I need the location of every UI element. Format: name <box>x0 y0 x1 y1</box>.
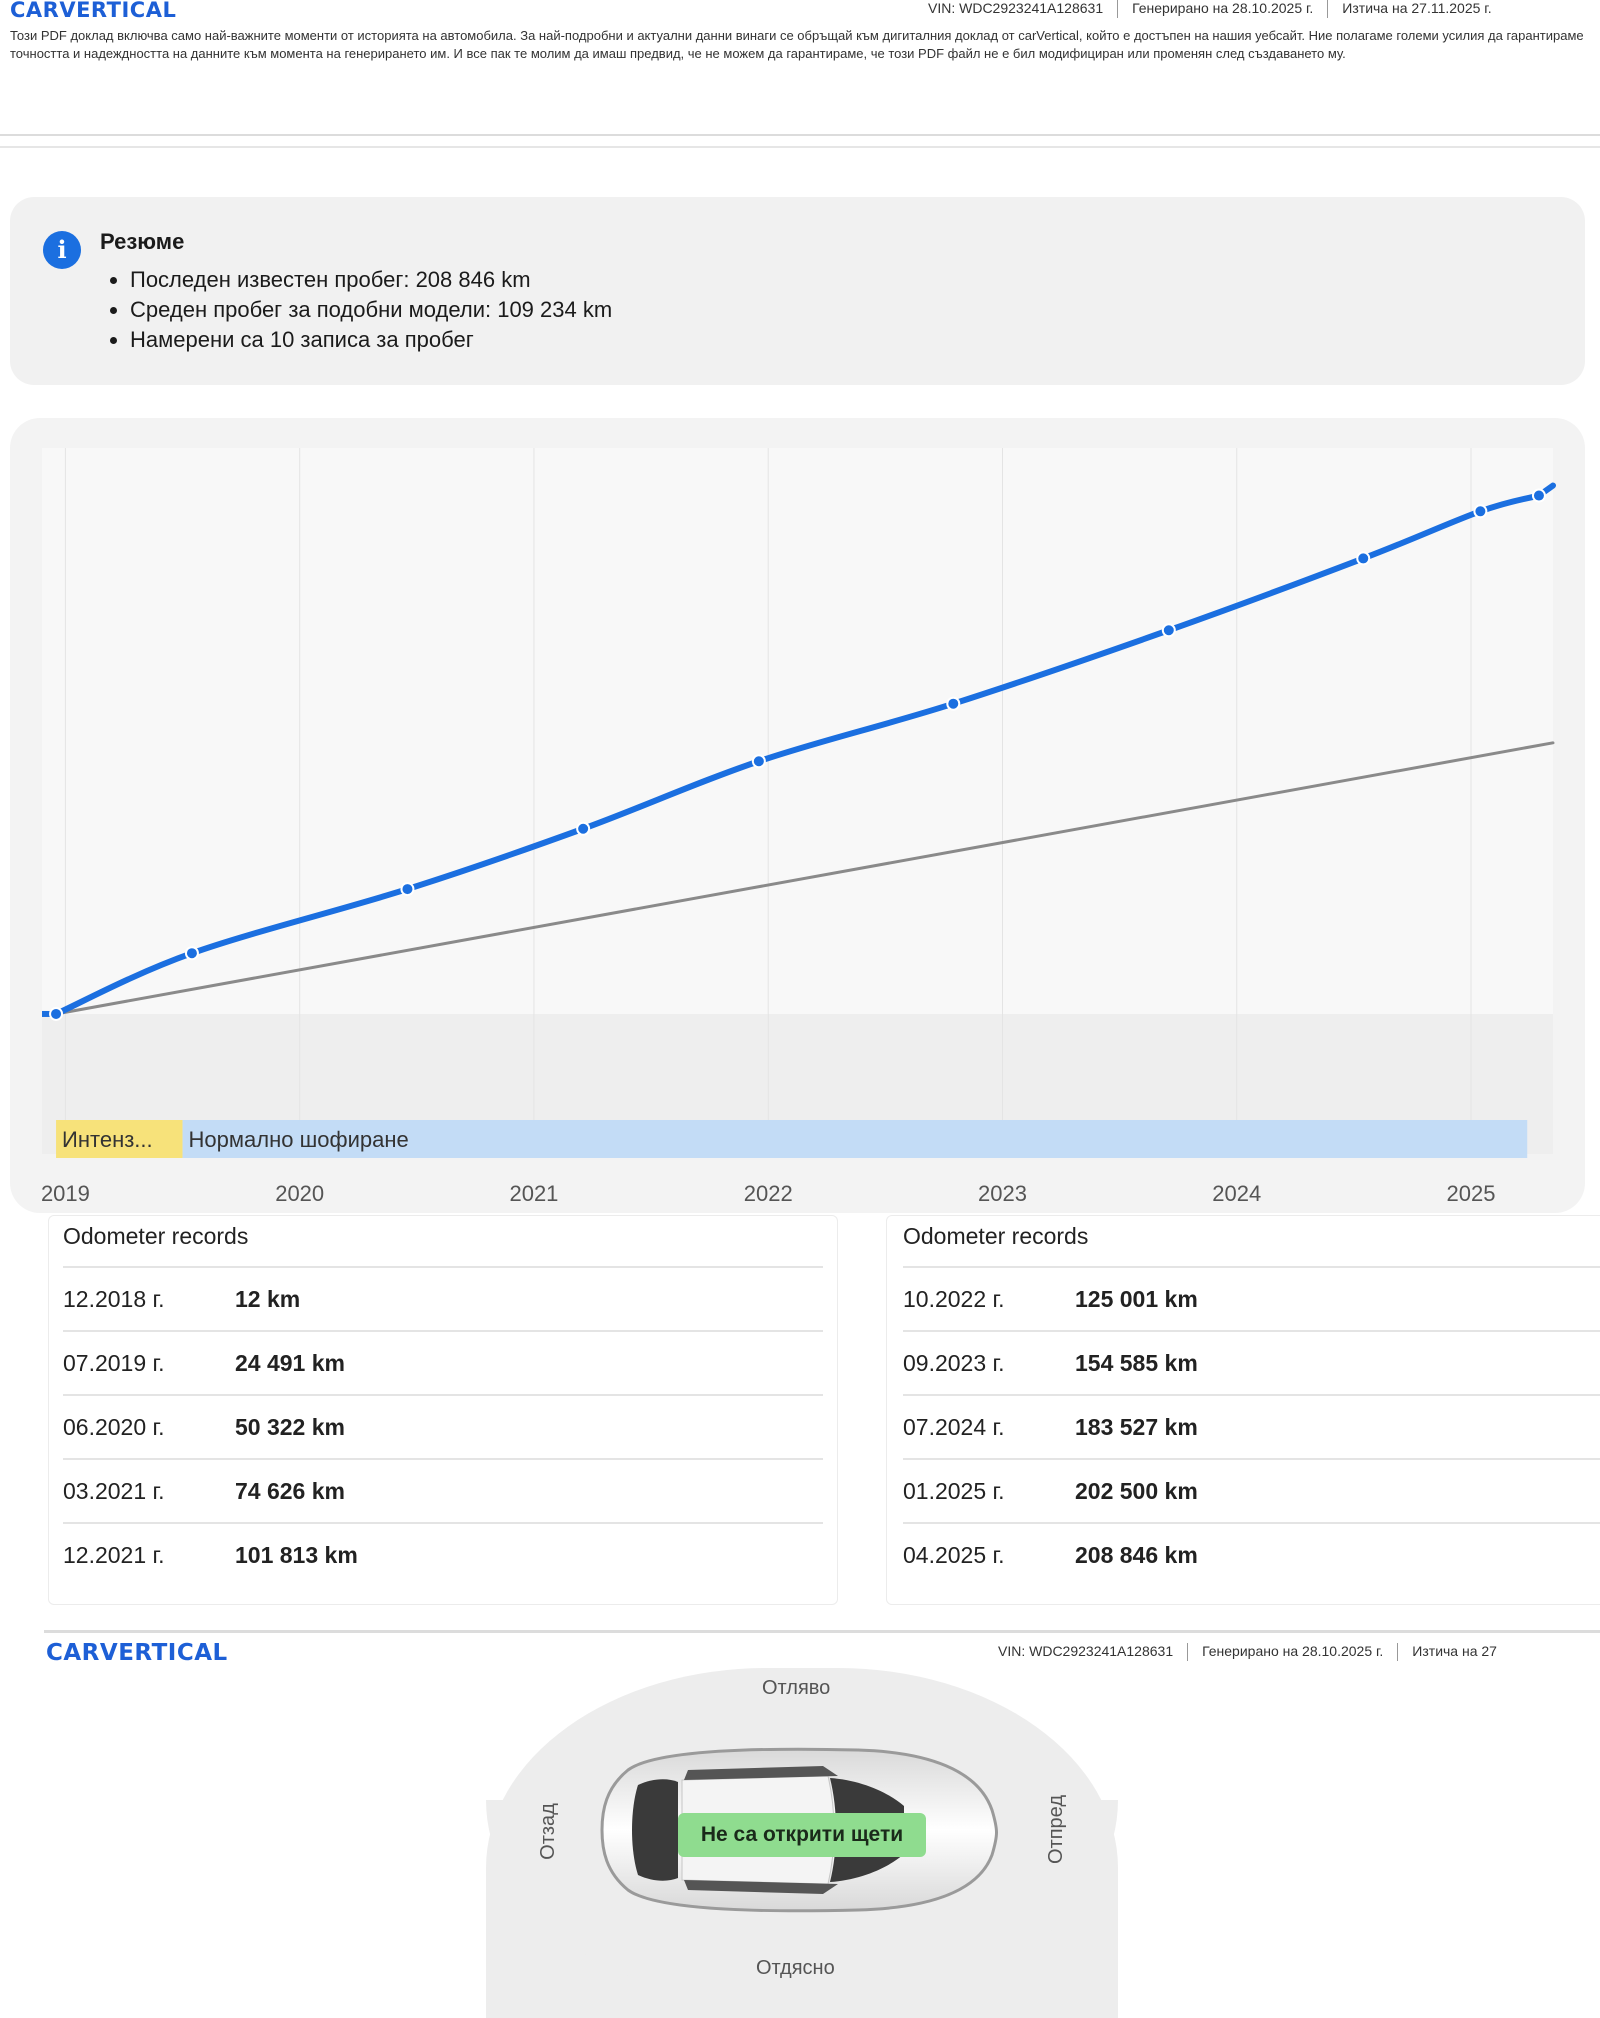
summary-item: Среден пробег за подобни модели: 109 234… <box>130 295 612 325</box>
record-value: 125 001 km <box>1075 1286 1198 1312</box>
x-tick-label: 2024 <box>1212 1181 1261 1206</box>
info-icon: i <box>43 231 81 269</box>
report-meta: VIN: WDC2923241A128631 Генерирано на 28.1… <box>998 1643 1497 1662</box>
record-date: 01.2025 г. <box>903 1478 1005 1504</box>
mileage-point <box>946 696 961 711</box>
record-date: 03.2021 г. <box>63 1478 165 1504</box>
band-label: Нормално шофиране <box>189 1127 409 1152</box>
mileage-chart-card: Интенз... Нормално шофиране 2019 2020 2021 2… <box>10 418 1585 1213</box>
mileage-point <box>1356 551 1371 566</box>
x-tick-label: 2020 <box>275 1181 324 1206</box>
driving-band <box>56 1120 183 1158</box>
generated-date: Генерирано на 28.10.2025 г. <box>1202 1643 1384 1659</box>
odometer-records-left: Odometer records 12.2018 г. 12 km 07.2019… <box>48 1215 838 1605</box>
generated-date: Генерирано на 28.10.2025 г. <box>1132 0 1314 16</box>
divider <box>0 134 1600 136</box>
label-left-side: Отляво <box>762 1677 831 1699</box>
record-value: 74 626 km <box>235 1478 345 1504</box>
record-row: 04.2025 г. 208 846 km <box>903 1522 1600 1588</box>
mileage-chart: Интенз... Нормално шофиране 2019 2020 2021 2… <box>41 448 1556 1206</box>
record-date: 04.2025 г. <box>903 1542 1005 1568</box>
mileage-point <box>751 754 766 769</box>
record-value: 202 500 km <box>1075 1478 1198 1504</box>
rear-window <box>632 1779 678 1881</box>
record-row: 09.2023 г. 154 585 km <box>903 1330 1600 1396</box>
disclaimer-text: Този PDF доклад включва само най-важните… <box>10 28 1584 61</box>
vin-text: VIN: WDC2923241A128631 <box>998 1643 1174 1659</box>
report-meta: VIN: WDC2923241A128631 Генерирано на 28.1… <box>928 0 1492 19</box>
record-row: 07.2019 г. 24 491 km <box>63 1330 823 1396</box>
summary-item: Намерени са 10 записа за пробег <box>130 325 612 355</box>
mileage-point <box>1531 488 1546 503</box>
mileage-point <box>576 821 591 836</box>
record-date: 06.2020 г. <box>63 1414 165 1440</box>
x-tick-label: 2019 <box>41 1181 90 1206</box>
x-tick-label: 2021 <box>509 1181 558 1206</box>
driving-band <box>182 1120 1528 1158</box>
summary-item: Последен известен пробег: 208 846 km <box>130 265 612 295</box>
record-value: 154 585 km <box>1075 1350 1198 1376</box>
x-tick-label: 2023 <box>978 1181 1027 1206</box>
x-tick-label: 2025 <box>1447 1181 1496 1206</box>
summary-card: i Резюме Последен известен пробег: 208 8… <box>10 197 1585 385</box>
record-value: 50 322 km <box>235 1414 345 1440</box>
mileage-point <box>1473 504 1488 519</box>
record-row: 01.2025 г. 202 500 km <box>903 1458 1600 1524</box>
record-row: 10.2022 г. 125 001 km <box>903 1266 1600 1332</box>
band-label: Интенз... <box>62 1127 153 1152</box>
records-title: Odometer records <box>63 1223 249 1249</box>
record-row: 07.2024 г. 183 527 km <box>903 1394 1600 1460</box>
record-date: 09.2023 г. <box>903 1350 1005 1376</box>
summary-title: Резюме <box>100 229 185 254</box>
record-value: 101 813 km <box>235 1542 358 1568</box>
average-series-line <box>54 741 1555 1016</box>
record-date: 10.2022 г. <box>903 1286 1005 1312</box>
records-title: Odometer records <box>903 1223 1089 1249</box>
carvertical-logo: CARVERTICAL <box>46 1640 228 1666</box>
mileage-point <box>49 1006 64 1021</box>
record-row: 06.2020 г. 50 322 km <box>63 1394 823 1460</box>
record-date: 12.2018 г. <box>63 1286 165 1312</box>
side-window-top <box>684 1766 838 1780</box>
record-date: 07.2019 г. <box>63 1350 165 1376</box>
divider <box>0 146 1600 148</box>
expiry-date: Изтича на 27.11.2025 г. <box>1342 0 1492 16</box>
odometer-records-right: Odometer records 10.2022 г. 125 001 km 09… <box>886 1215 1600 1605</box>
summary-list: Последен известен пробег: 208 846 km Сре… <box>100 265 612 355</box>
record-row: 03.2021 г. 74 626 km <box>63 1458 823 1524</box>
record-value: 12 km <box>235 1286 301 1312</box>
expiry-date: Изтича на 27 <box>1412 1643 1497 1659</box>
carvertical-logo: CARVERTICAL <box>10 0 177 22</box>
side-window-bottom <box>684 1880 838 1894</box>
mileage-point <box>184 946 199 961</box>
divider <box>44 1630 1600 1633</box>
label-front: Отпред <box>1045 1794 1068 1865</box>
mileage-point <box>400 882 415 897</box>
no-damage-badge: Не са открити щети <box>678 1813 926 1857</box>
record-value: 183 527 km <box>1075 1414 1198 1440</box>
mileage-point <box>1161 623 1176 638</box>
record-row: 12.2021 г. 101 813 km <box>63 1522 823 1588</box>
record-date: 12.2021 г. <box>63 1542 165 1568</box>
label-rear: Отзад <box>536 1803 559 1860</box>
record-value: 208 846 km <box>1075 1542 1198 1568</box>
label-right-side: Отдясно <box>756 1957 835 1979</box>
record-row: 12.2018 г. 12 km <box>63 1266 823 1332</box>
x-tick-label: 2022 <box>744 1181 793 1206</box>
vin-text: VIN: WDC2923241A128631 <box>928 0 1104 16</box>
record-value: 24 491 km <box>235 1350 345 1376</box>
record-date: 07.2024 г. <box>903 1414 1005 1440</box>
